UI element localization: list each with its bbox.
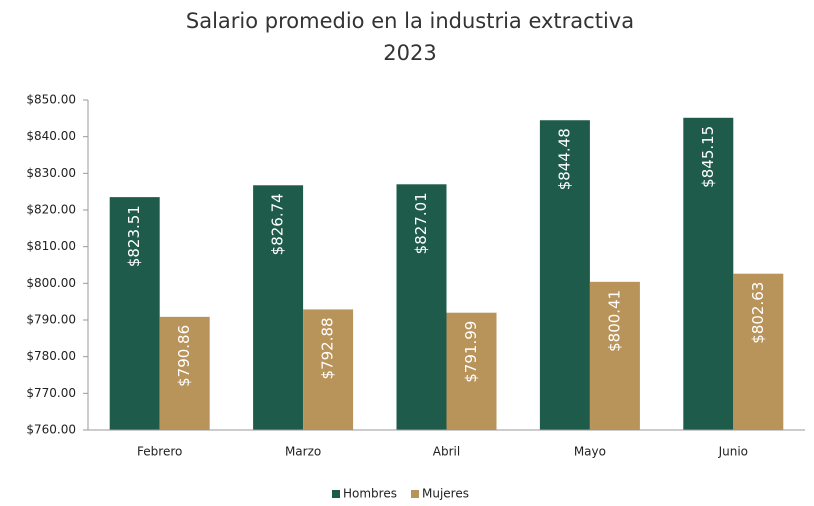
y-tick-label: $760.00 bbox=[26, 423, 76, 437]
bar bbox=[396, 184, 447, 430]
value-label: $791.99 bbox=[462, 321, 480, 383]
y-tick-label: $800.00 bbox=[26, 276, 76, 290]
x-tick-label: Abril bbox=[433, 445, 460, 459]
y-tick-label: $790.00 bbox=[26, 313, 76, 327]
x-tick-label: Mayo bbox=[574, 445, 606, 459]
bar bbox=[446, 312, 497, 430]
chart-title: Salario promedio en la industria extract… bbox=[186, 9, 634, 33]
value-label: $802.63 bbox=[749, 282, 767, 344]
legend-swatch bbox=[410, 490, 419, 498]
bar bbox=[109, 197, 160, 430]
legend-swatch bbox=[332, 490, 340, 498]
value-label: $823.51 bbox=[125, 205, 143, 267]
legend-label: Mujeres bbox=[422, 487, 469, 501]
bar bbox=[303, 309, 354, 430]
value-label: $845.15 bbox=[699, 126, 717, 188]
bar bbox=[539, 120, 590, 431]
x-tick-label: Febrero bbox=[137, 445, 182, 459]
y-tick-label: $810.00 bbox=[26, 239, 76, 253]
value-label: $790.86 bbox=[175, 325, 193, 387]
y-tick-label: $770.00 bbox=[26, 386, 76, 400]
bar bbox=[733, 273, 784, 430]
y-tick-label: $830.00 bbox=[26, 166, 76, 180]
chart-subtitle: 2023 bbox=[383, 41, 436, 65]
value-label: $800.41 bbox=[605, 290, 623, 352]
legend-label: Hombres bbox=[343, 487, 397, 501]
value-label: $844.48 bbox=[555, 128, 573, 190]
y-tick-label: $820.00 bbox=[26, 203, 76, 217]
value-label: $827.01 bbox=[412, 192, 430, 254]
bar bbox=[589, 281, 640, 430]
bar bbox=[683, 117, 734, 431]
x-tick-label: Marzo bbox=[285, 445, 321, 459]
value-label: $826.74 bbox=[269, 193, 287, 255]
x-tick-label: Junio bbox=[718, 445, 748, 459]
value-label: $792.88 bbox=[319, 317, 337, 379]
y-tick-label: $850.00 bbox=[26, 93, 76, 107]
y-tick-label: $780.00 bbox=[26, 349, 76, 363]
bar bbox=[159, 316, 210, 430]
y-tick-label: $840.00 bbox=[26, 129, 76, 143]
bar bbox=[253, 185, 304, 430]
